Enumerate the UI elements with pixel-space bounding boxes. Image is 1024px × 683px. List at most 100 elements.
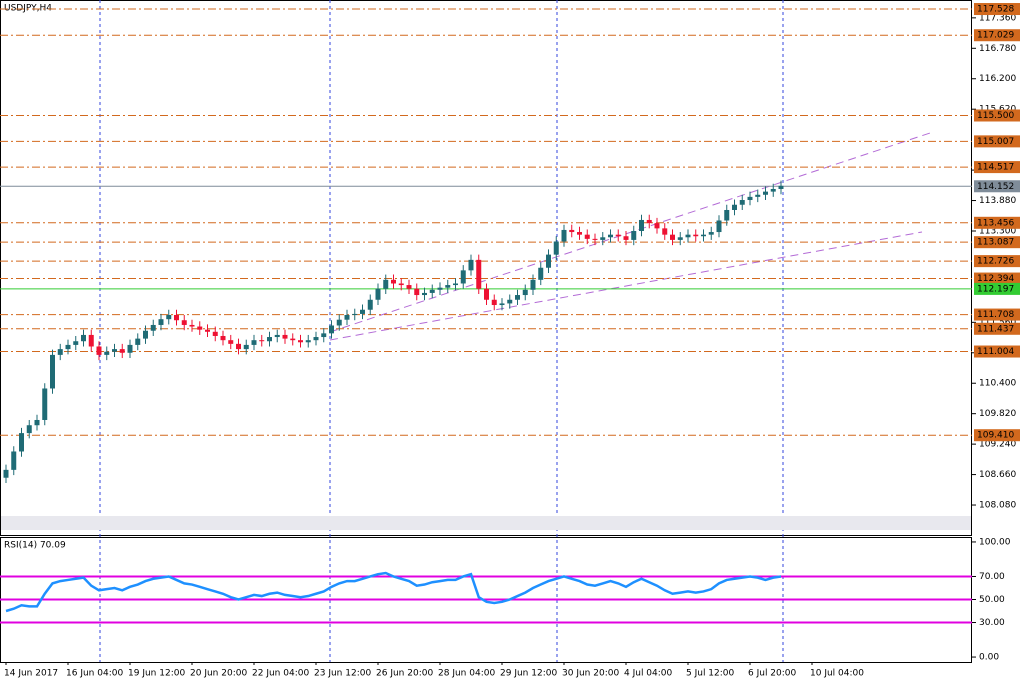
candle-body: [553, 241, 559, 255]
level-label: 112.394: [977, 274, 1014, 284]
candle-body: [336, 319, 342, 326]
level-label: 114.517: [977, 163, 1014, 173]
candle-body: [212, 331, 218, 336]
candle-body: [406, 285, 412, 289]
candle-body: [383, 279, 389, 289]
candle-body: [57, 349, 63, 355]
candle-body: [50, 354, 55, 389]
candle-body: [329, 325, 334, 334]
rsi-tick-label: 100.00: [979, 537, 1011, 547]
level-label: 111.004: [977, 347, 1014, 357]
candle-body: [608, 234, 613, 238]
candle-body: [646, 219, 652, 224]
channel-line: [329, 231, 923, 341]
candle-body: [522, 289, 528, 296]
candle-body: [321, 333, 327, 338]
level-label: 117.029: [977, 31, 1014, 41]
x-tick-label: 28 Jun 04:00: [438, 669, 495, 679]
channel: [329, 132, 931, 341]
candle-body: [34, 419, 40, 426]
y-tick-label: 117.360: [979, 13, 1016, 23]
candle-body: [693, 234, 699, 237]
level-box: [974, 272, 1020, 285]
candle-body: [11, 451, 17, 470]
level-box: [974, 308, 1020, 321]
candle-body: [778, 185, 784, 189]
candle-body: [538, 267, 544, 280]
candle-body: [352, 313, 358, 315]
candle-body: [631, 230, 637, 240]
candle-body: [313, 337, 319, 341]
candle-body: [274, 334, 280, 338]
candle-body: [243, 344, 249, 350]
candle-body: [763, 191, 768, 195]
level-box: [974, 236, 1020, 249]
y-tick-label: 108.660: [979, 470, 1016, 480]
candle-body: [236, 343, 241, 350]
level-box: [974, 3, 1020, 16]
x-tick-label: 20 Jun 20:00: [190, 669, 247, 679]
candle-body: [677, 237, 683, 240]
candle-body: [305, 340, 311, 343]
x-tick-label: 5 Jul 12:00: [686, 669, 735, 679]
candle-body: [515, 295, 520, 300]
candle-body: [701, 234, 706, 237]
x-tick-label: 22 Jun 04:00: [252, 669, 309, 679]
level-label: 111.708: [977, 310, 1014, 320]
candle-body: [476, 259, 482, 289]
y-tick-label: 116.200: [979, 74, 1016, 84]
candle-body: [600, 237, 606, 240]
session-separators: [99, 0, 784, 662]
level-box: [974, 216, 1020, 229]
rsi-tick-label: 0.00: [979, 653, 999, 663]
candle-body: [685, 234, 691, 238]
x-tick-label: 6 Jul 20:00: [748, 669, 797, 679]
rsi-line: [5, 571, 782, 613]
candle-body: [569, 229, 575, 233]
candle-body: [73, 341, 79, 345]
candle-body: [654, 223, 660, 229]
candle-body: [445, 285, 451, 288]
candle-body: [584, 234, 590, 239]
candle-body: [507, 299, 513, 304]
x-tick-label: 14 Jun 2017: [4, 669, 58, 679]
x-tick-label: 4 Jul 04:00: [624, 669, 673, 679]
price-label: 112.197: [977, 284, 1014, 294]
level-box: [974, 161, 1020, 174]
candle-body: [344, 314, 350, 320]
y-tick-label: 110.400: [979, 379, 1016, 389]
level-label: 109.410: [977, 431, 1014, 441]
candle-body: [724, 209, 730, 221]
price-box: [974, 282, 1020, 295]
level-box: [974, 135, 1020, 148]
y-tick-label: 116.780: [979, 44, 1016, 54]
chart-title: USDJPY,H4: [4, 4, 52, 14]
x-tick-label: 30 Jun 20:00: [562, 669, 619, 679]
candle-body: [135, 338, 141, 345]
candle-body: [732, 204, 737, 210]
candle-body: [739, 200, 745, 205]
candle-body: [197, 326, 203, 330]
candle-body: [747, 196, 753, 201]
candle-body: [119, 349, 125, 353]
candle-body: [259, 340, 265, 342]
level-label: 112.726: [977, 257, 1014, 267]
level-box: [974, 322, 1020, 335]
y-tick-label: 109.820: [979, 409, 1016, 419]
candle-body: [460, 270, 466, 284]
channel-line: [329, 132, 931, 333]
candle-body: [96, 346, 102, 355]
candle-body: [716, 220, 722, 233]
candle-body: [65, 344, 71, 350]
candle-body: [708, 232, 714, 235]
candle-body: [484, 288, 489, 300]
main-panel: [0, 0, 972, 536]
price-label: 114.152: [977, 182, 1014, 192]
candle-body: [623, 236, 629, 240]
level-label: 115.500: [977, 111, 1014, 121]
candle-body: [437, 287, 443, 290]
candle-body: [228, 340, 234, 344]
candle-body: [639, 219, 644, 231]
level-box: [974, 255, 1020, 268]
